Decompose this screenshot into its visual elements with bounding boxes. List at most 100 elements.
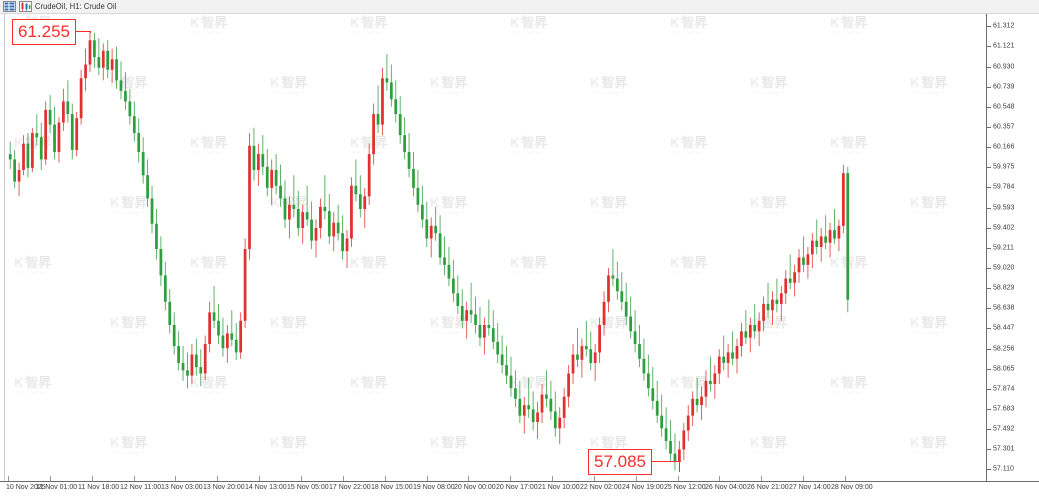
time-axis-tick: [217, 476, 218, 481]
price-axis-label: 59.020: [993, 264, 1015, 272]
price-axis-tick: [987, 328, 991, 330]
time-axis-label: 25 Nov 12:00: [664, 484, 706, 491]
table-grid-icon[interactable]: [3, 1, 16, 12]
chart-title-text: CrudeOil, H1: Crude Oil: [35, 1, 117, 12]
price-axis-tick: [987, 187, 991, 189]
price-axis-tick: [987, 388, 991, 390]
time-axis-tick: [719, 476, 720, 481]
time-axis-label: 18 Nov 15:00: [371, 484, 413, 491]
plot-left-border: [4, 14, 5, 481]
price-axis-label: 57.301: [993, 445, 1015, 453]
price-axis-label: 60.166: [993, 143, 1015, 151]
price-axis-label: 57.683: [993, 405, 1015, 413]
time-axis-label: 13 Nov 20:00: [203, 484, 245, 491]
price-axis-tick: [987, 106, 991, 108]
price-axis-tick: [987, 368, 991, 370]
time-axis-label: 21 Nov 10:00: [538, 484, 580, 491]
price-axis-tick: [987, 409, 991, 411]
price-axis-tick: [987, 207, 991, 209]
time-axis-label: 24 Nov 19:00: [622, 484, 664, 491]
price-axis-tick: [987, 66, 991, 68]
price-axis-label: 58.829: [993, 284, 1015, 292]
candlestick-series: [8, 31, 850, 472]
price-axis-tick: [987, 348, 991, 350]
time-axis-tick: [803, 476, 804, 481]
low-callout-leader-horizontal: [652, 461, 680, 462]
time-axis-label: 26 Nov 21:00: [747, 484, 789, 491]
time-axis-tick: [343, 476, 344, 481]
price-axis-label: 57.492: [993, 425, 1015, 433]
price-axis-tick: [987, 469, 991, 471]
time-axis-label: 11 Nov 01:00: [36, 484, 78, 491]
price-axis-tick: [987, 268, 991, 270]
price-axis-label: 59.593: [993, 204, 1015, 212]
price-axis-label: 57.874: [993, 385, 1015, 393]
time-axis-tick: [50, 476, 51, 481]
time-axis-tick: [134, 476, 135, 481]
time-axis-label: 12 Nov 11:00: [120, 484, 162, 491]
time-axis-label: 15 Nov 05:00: [287, 484, 329, 491]
time-axis-tick: [761, 476, 762, 481]
low-price-callout[interactable]: 57.085: [588, 449, 652, 475]
time-axis-tick: [678, 476, 679, 481]
price-axis-tick: [987, 127, 991, 129]
time-axis-tick: [845, 476, 846, 481]
high-callout-leader-vertical: [89, 31, 91, 33]
time-axis-tick: [92, 476, 93, 481]
time-axis-tick: [8, 476, 9, 481]
price-axis-label: 61.121: [993, 42, 1015, 50]
price-axis-label: 59.211: [993, 244, 1014, 252]
high-price-callout[interactable]: 61.255: [12, 19, 76, 45]
time-axis-tick: [259, 476, 260, 481]
price-axis-label: 60.548: [993, 103, 1015, 111]
time-axis-label: 20 Nov 17:00: [496, 484, 538, 491]
time-axis-label: 22 Nov 02:00: [580, 484, 622, 491]
time-axis-label: 26 Nov 04:00: [705, 484, 747, 491]
price-axis-tick: [987, 86, 991, 88]
time-axis-label: 17 Nov 22:00: [329, 484, 371, 491]
time-axis-label: 28 Nov 09:00: [831, 484, 873, 491]
time-axis-label: 27 Nov 14:00: [789, 484, 831, 491]
price-axis-tick: [987, 147, 991, 149]
price-axis-tick: [987, 167, 991, 169]
price-axis-label: 58.447: [993, 324, 1015, 332]
time-axis-label: 19 Nov 08:00: [413, 484, 455, 491]
time-axis-label: 10 Nov 2025: [6, 484, 46, 491]
time-axis-tick: [385, 476, 386, 481]
price-axis-label: 57.110: [993, 465, 1014, 473]
time-axis-label: 11 Nov 18:00: [78, 484, 120, 491]
price-axis-label: 58.638: [993, 304, 1015, 312]
price-axis-tick: [987, 247, 991, 249]
price-axis-tick: [987, 46, 991, 48]
price-axis-label: 58.065: [993, 365, 1015, 373]
time-axis-tick: [552, 476, 553, 481]
time-axis-line: [0, 481, 1039, 482]
price-axis-tick: [987, 227, 991, 229]
time-axis-tick: [510, 476, 511, 481]
time-axis-tick: [468, 476, 469, 481]
chart-plot-area[interactable]: K 智昇 ZHISHENG K 智昇 ZHISHENG K 智昇 ZHISHENG K 智昇 ZHIS…: [0, 14, 1039, 499]
price-axis-label: 60.357: [993, 123, 1015, 131]
price-axis-tick: [987, 449, 991, 451]
candlestick-chart-icon[interactable]: [19, 1, 32, 12]
high-callout-leader-horizontal: [76, 31, 90, 32]
price-axis-label: 61.312: [993, 22, 1015, 30]
price-axis-label: 60.930: [993, 63, 1015, 71]
time-axis-label: 13 Nov 03:00: [161, 484, 203, 491]
price-axis-label: 58.256: [993, 345, 1015, 353]
price-axis-line: [986, 14, 987, 481]
price-axis-tick: [987, 308, 991, 310]
time-axis-tick: [594, 476, 595, 481]
chart-titlebar: CrudeOil, H1: Crude Oil: [0, 0, 1039, 14]
price-axis-label: 60.739: [993, 83, 1015, 91]
time-axis-tick: [427, 476, 428, 481]
time-axis-tick: [175, 476, 176, 481]
price-axis-tick: [987, 26, 991, 28]
price-axis-label: 59.975: [993, 163, 1015, 171]
time-axis-tick: [636, 476, 637, 481]
price-axis-label: 59.402: [993, 224, 1015, 232]
time-axis-tick: [301, 476, 302, 481]
price-axis-tick: [987, 429, 991, 431]
price-axis-tick: [987, 288, 991, 290]
